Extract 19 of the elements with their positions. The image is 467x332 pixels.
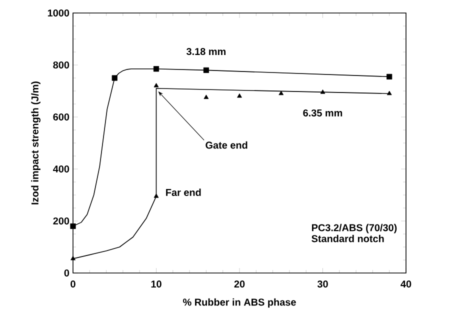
x-tick-label: 20 bbox=[234, 280, 245, 288]
annotation: Gate end bbox=[206, 141, 248, 149]
x-tick-label: 40 bbox=[400, 280, 412, 288]
y-tick-label: 200 bbox=[53, 217, 70, 225]
x-axis-title: % Rubber in ABS phase bbox=[183, 298, 296, 308]
x-tick-label: 0 bbox=[70, 280, 76, 288]
y-tick-label: 800 bbox=[53, 61, 70, 69]
annotation: Standard notch bbox=[312, 234, 384, 242]
y-tick-label: 600 bbox=[53, 113, 70, 121]
annotation: 6.35 mm bbox=[303, 109, 342, 116]
y-tick-label: 1000 bbox=[48, 9, 70, 17]
y-tick-label: 400 bbox=[53, 165, 70, 173]
y-axis-title: Izod impact strength (J/m) bbox=[31, 82, 40, 204]
y-tick-label: 0 bbox=[64, 269, 70, 277]
x-tick-label: 10 bbox=[151, 280, 162, 288]
annotation: 3.18 mm bbox=[186, 48, 226, 56]
x-tick-label: 30 bbox=[317, 280, 328, 288]
annotation: Far end bbox=[166, 188, 201, 196]
annotation: PC3.2/ABS (70/30) bbox=[312, 224, 397, 234]
